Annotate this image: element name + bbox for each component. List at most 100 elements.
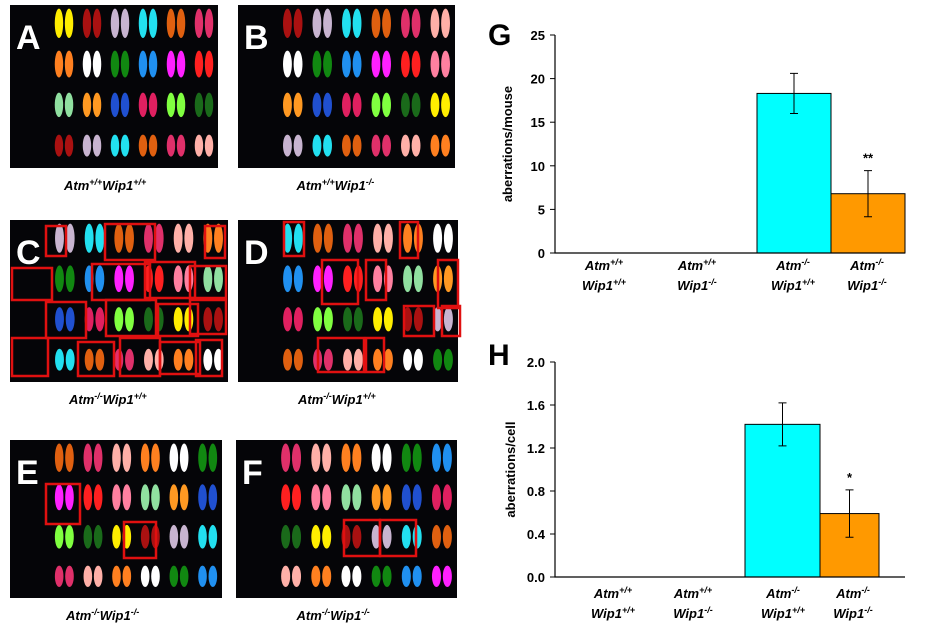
chromosome xyxy=(112,524,121,549)
chromosome xyxy=(352,134,362,157)
chromosome xyxy=(84,223,94,253)
chromosome xyxy=(323,134,332,157)
chromosome xyxy=(373,265,383,293)
panel-letter: E xyxy=(16,454,39,492)
chromosome xyxy=(166,50,176,78)
chromosome xyxy=(179,524,189,549)
chromosome xyxy=(412,484,422,511)
chromosome xyxy=(371,134,381,157)
chromosome xyxy=(151,443,160,472)
chromosome xyxy=(114,265,124,293)
chromosome xyxy=(65,484,74,511)
chromosome xyxy=(401,92,410,118)
chromosome xyxy=(442,484,452,511)
chromosome xyxy=(323,92,332,118)
chromosome xyxy=(430,92,440,118)
chromosome xyxy=(401,524,411,549)
chromosome xyxy=(412,443,422,472)
chromosome xyxy=(373,348,383,371)
aberration-box xyxy=(364,258,388,302)
chromosome xyxy=(179,484,189,511)
x-tick-label: Atm+/+ Wip1-/- xyxy=(673,585,713,621)
chromosome xyxy=(144,307,153,332)
chromosome xyxy=(64,8,74,39)
chromosome xyxy=(293,223,303,253)
chromosome xyxy=(293,8,303,39)
chromosome xyxy=(322,484,332,511)
chromosome xyxy=(148,8,158,39)
aberration-box xyxy=(158,340,202,376)
chromosome xyxy=(373,223,383,253)
chromosome xyxy=(203,265,213,293)
chromosome xyxy=(283,134,292,157)
chromosome xyxy=(55,265,64,293)
chromosome xyxy=(110,134,120,157)
chromosome xyxy=(313,223,323,253)
chromosome xyxy=(112,565,121,587)
aberration-box xyxy=(122,520,158,560)
chromosome xyxy=(176,8,186,39)
chromosome xyxy=(92,8,102,39)
significance: ** xyxy=(863,151,874,166)
y-axis-label: aberrations/cell xyxy=(503,421,518,517)
chromosome xyxy=(353,307,363,332)
chromosome xyxy=(138,50,148,78)
chromosome xyxy=(341,484,351,511)
chromosome xyxy=(65,223,75,253)
chromosome xyxy=(154,265,164,293)
aberration-box xyxy=(188,264,228,300)
chromosome xyxy=(401,443,411,472)
chromosome xyxy=(401,8,410,39)
chromosome xyxy=(169,524,179,549)
chromosome xyxy=(433,223,443,253)
chromosome xyxy=(433,348,443,371)
chromosome xyxy=(442,565,452,587)
chromosome xyxy=(281,565,291,587)
chromosome xyxy=(110,50,120,78)
chromosome xyxy=(65,307,75,332)
y-tick-label: 0.4 xyxy=(527,527,546,542)
chromosome xyxy=(125,348,134,371)
bar xyxy=(756,92,832,254)
chromosome xyxy=(54,565,64,587)
chromosome xyxy=(293,134,303,157)
chromosome xyxy=(383,223,393,253)
chromosome xyxy=(125,307,134,332)
chromosome xyxy=(114,307,124,332)
chromosome xyxy=(173,307,183,332)
y-tick-label: 10 xyxy=(531,159,545,174)
chromosome xyxy=(291,484,302,511)
chromosome xyxy=(83,524,93,549)
chromosome xyxy=(283,307,293,332)
axis xyxy=(554,35,905,254)
aberration-box xyxy=(44,482,82,526)
chromosome xyxy=(431,484,442,511)
chromosome xyxy=(208,484,218,511)
chromosome xyxy=(140,484,150,511)
chromosome xyxy=(382,8,391,39)
chromosome xyxy=(281,524,291,549)
chromosome xyxy=(403,307,413,332)
chromosome xyxy=(176,50,186,78)
y-tick-label: 2.0 xyxy=(527,355,545,370)
chromosome xyxy=(353,223,363,253)
chromosome xyxy=(214,265,223,293)
chromosome xyxy=(283,223,293,253)
chromosome xyxy=(120,50,130,78)
chromosome xyxy=(208,524,218,549)
chromosome xyxy=(371,50,381,78)
chromosome xyxy=(54,443,64,472)
chromosome xyxy=(430,8,440,39)
chromosome xyxy=(151,565,160,587)
chromosome xyxy=(169,484,179,511)
chromosome xyxy=(93,565,103,587)
chromosome xyxy=(112,443,121,472)
chromosome xyxy=(54,134,64,157)
chromosome xyxy=(431,565,442,587)
chromosome xyxy=(312,92,322,118)
chromosome xyxy=(65,565,74,587)
chromosome xyxy=(412,565,422,587)
chromosome xyxy=(95,265,105,293)
chromosome xyxy=(194,92,204,118)
